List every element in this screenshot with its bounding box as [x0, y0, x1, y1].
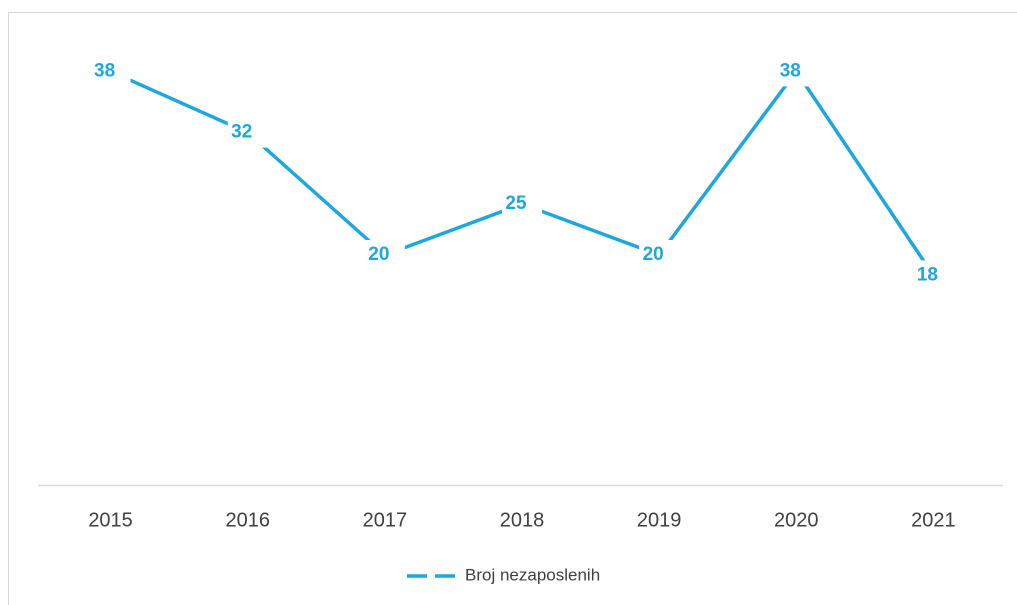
- data-label-bg: [90, 56, 131, 87]
- x-tick-label: 2015: [88, 509, 133, 531]
- data-label: 25: [505, 193, 527, 214]
- data-label: 32: [231, 122, 252, 143]
- data-label-bg: [227, 117, 268, 148]
- x-tick-label: 2018: [500, 509, 545, 531]
- x-tick-label: 2017: [363, 509, 408, 531]
- x-tick-label: 2016: [225, 509, 270, 531]
- data-label-bg: [913, 260, 954, 291]
- data-label: 18: [917, 264, 938, 285]
- series-line: [109, 69, 935, 277]
- x-tick-label: 2020: [774, 509, 819, 531]
- data-label: 38: [780, 60, 801, 81]
- data-label-bg: [364, 240, 405, 270]
- data-label-bg: [639, 240, 680, 270]
- x-tick-label: 2021: [911, 509, 956, 531]
- data-label-bg: [776, 56, 817, 87]
- data-label-bg: [502, 189, 542, 219]
- legend-label: Broj nezaposlenih: [465, 565, 600, 584]
- data-label: 20: [368, 244, 389, 265]
- data-label: 20: [643, 244, 664, 265]
- data-label: 38: [94, 60, 115, 81]
- x-tick-label: 2019: [637, 509, 682, 531]
